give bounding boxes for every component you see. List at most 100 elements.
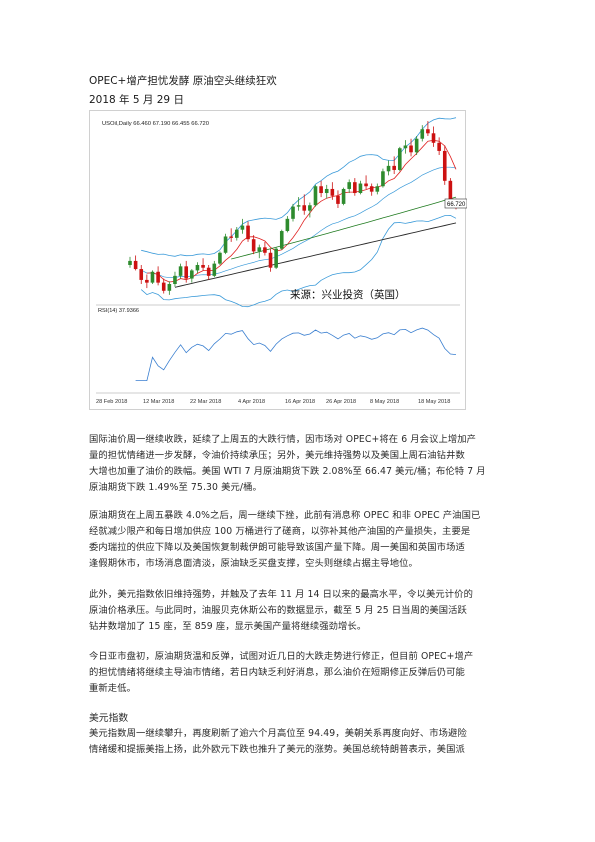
candle-body — [330, 188, 335, 196]
candle-body — [381, 171, 385, 187]
paragraph-line: 原油期货在上周五暴跌 4.0%之后，周一继续下挫，此前有消息称 OPEC 和非 … — [89, 510, 481, 521]
candle-body — [319, 186, 323, 194]
candle-body — [190, 270, 194, 279]
candle-body — [206, 267, 211, 276]
chart-canvas: USOil,Daily 66.460 67.190 66.455 66.720 来… — [96, 117, 467, 405]
candle-body — [403, 145, 408, 149]
candle-body — [184, 266, 189, 279]
candle-body — [161, 282, 166, 291]
candle-body — [139, 269, 144, 280]
moving-average-mid-line — [231, 196, 457, 260]
x-tick-label: 28 Feb 2018 — [96, 399, 127, 405]
candle-body — [431, 133, 436, 143]
candle-body — [218, 252, 222, 264]
bollinger-upper-line — [141, 117, 457, 257]
candle-body — [397, 148, 402, 170]
paragraph-4: 今日亚市盘初，原油期货温和反弹，试图对近几日的大跌走势进行修正，但目前 OPEC… — [89, 649, 509, 697]
candle-body — [274, 248, 278, 268]
bollinger-lower-line — [140, 214, 457, 308]
paragraph-line: 量的担忧情绪进一步发酵，令油价持续承压；另外，美元维持强势以及美国上周石油钻井数 — [89, 450, 465, 461]
candle-body — [212, 263, 217, 276]
candle-body — [414, 138, 419, 153]
paragraph-5: 美元指数周一继续攀升，再度刷新了逾六个月高位至 94.49，美朝关系再度向好、市… — [89, 726, 509, 758]
candle-body — [285, 218, 290, 232]
x-tick-label: 22 Mar 2018 — [190, 399, 221, 405]
candle-body — [426, 129, 430, 134]
candle-body — [240, 225, 245, 230]
paragraph-line: 原油价格承压。与此同时，油服贝克休斯公布的数据显示，截至 5 月 25 日当周的… — [89, 605, 467, 616]
candle-body — [234, 229, 239, 238]
candle-body — [409, 145, 413, 153]
candle-body — [420, 129, 425, 139]
paragraph-line: 经就减少限产和每日增加供应 100 万桶进行了磋商，以弥补其他产油国的产量损失，… — [89, 526, 471, 537]
paragraph-line: 的担忧情绪将继续主导油市情绪，若日内缺乏利好消息，那么油价在短期修正反弹后仍可能 — [89, 667, 465, 678]
candle-body — [364, 183, 368, 187]
paragraph-line: 委内瑞拉的供应下降以及美国恢复制裁伊朗可能导致该国产量下降。周一美国和英国市场适 — [89, 542, 465, 553]
paragraph-line: 今日亚市盘初，原油期货温和反弹，试图对近几日的大跌走势进行修正，但目前 OPEC… — [89, 651, 474, 662]
candle-body — [167, 283, 172, 291]
candle-body — [291, 206, 295, 219]
candle-body — [448, 180, 453, 203]
candle-body — [392, 165, 396, 170]
paragraph-line: 逢假期休市，市场消息面清淡，原油缺乏买盘支撑，空头则继续占据主导地位。 — [89, 558, 418, 569]
paragraph-line: 重新走低。 — [89, 683, 136, 694]
candle-body — [437, 142, 441, 151]
candle-body — [347, 182, 352, 189]
section-heading: 美元指数 — [89, 713, 129, 724]
rsi-line — [135, 327, 457, 381]
paragraph-1: 国际油价周一继续收跌，延续了上周五的大跌行情，因市场对 OPEC+将在 6 月会… — [89, 432, 509, 496]
x-tick-label: 4 Apr 2018 — [238, 399, 265, 405]
candle-body — [263, 247, 267, 253]
candle-body — [133, 260, 138, 270]
x-tick-label: 16 Apr 2018 — [285, 399, 315, 405]
candle-body — [156, 271, 160, 283]
candle-body — [229, 236, 233, 238]
chart-watermark: 来源：兴业投资（英国） — [290, 288, 406, 301]
candle-body — [150, 271, 155, 283]
candle-body — [296, 205, 301, 207]
candle-body — [386, 165, 391, 172]
candle-body — [195, 264, 200, 271]
rsi-label: RSI(14) 37.9366 — [98, 308, 139, 314]
last-price-tag — [444, 198, 467, 209]
paragraph-line: 情绪缓和提振美指上扬，此外欧元下跌也推升了美元的涨势。美国总统特朗普表示，美国派 — [89, 744, 465, 755]
chart-header: USOil,Daily 66.460 67.190 66.455 66.720 — [102, 121, 209, 127]
candle-body — [223, 236, 228, 253]
paragraph-line: 国际油价周一继续收跌，延续了上周五的大跌行情，因市场对 OPEC+将在 6 月会… — [89, 434, 477, 445]
candle-body — [246, 225, 250, 240]
x-tick-label: 8 May 2018 — [370, 399, 399, 405]
candle-body — [128, 260, 132, 265]
document-date: 2018 年 5 月 29 日 — [89, 94, 184, 106]
x-tick-label: 18 May 2018 — [418, 399, 450, 405]
x-tick-label: 12 Mar 2018 — [143, 399, 174, 405]
candle-body — [313, 186, 318, 206]
candle-body — [268, 252, 273, 268]
candle-body — [257, 247, 262, 252]
candle-body — [251, 239, 256, 252]
paragraph-line: 大增也加重了油价的跌幅。美国 WTI 7 月原油期货下跌 2.08%至 66.4… — [89, 466, 486, 477]
paragraph-line: 此外，美元指数依旧维持强势，并触及了去年 11 月 14 日以来的最高水平，令以… — [89, 589, 473, 600]
candle-body — [341, 188, 346, 204]
moving-average-slow-line — [174, 222, 457, 288]
candle-body — [324, 188, 329, 194]
candle-body — [302, 205, 307, 211]
paragraph-2: 原油期货在上周五暴跌 4.0%之后，周一继续下挫，此前有消息称 OPEC 和非 … — [89, 508, 509, 572]
paragraph-3: 此外，美元指数依旧维持强势，并触及了去年 11 月 14 日以来的最高水平，令以… — [89, 587, 509, 635]
candle-body — [336, 195, 340, 204]
candle-body — [353, 182, 357, 194]
paragraph-line: 钻井数增加了 15 座，至 859 座，显示美国产量将继续强劲增长。 — [89, 621, 367, 632]
candle-body — [369, 186, 374, 192]
x-tick-label: 26 Apr 2018 — [326, 399, 356, 405]
last-price-label: 66.720 — [447, 202, 466, 208]
candle-body — [173, 275, 177, 284]
document-title: OPEC+增产担忧发酵 原油空头继续狂欢 — [89, 75, 277, 87]
candle-body — [201, 264, 205, 268]
candle-body — [358, 183, 363, 194]
paragraph-line: 原油期货下跌 1.49%至 75.30 美元/桶。 — [89, 482, 262, 493]
candle-body — [442, 150, 447, 181]
candle-body — [145, 279, 149, 283]
moving-average-fast-line — [146, 139, 457, 283]
candle-body — [178, 266, 183, 276]
candle-body — [308, 205, 312, 211]
